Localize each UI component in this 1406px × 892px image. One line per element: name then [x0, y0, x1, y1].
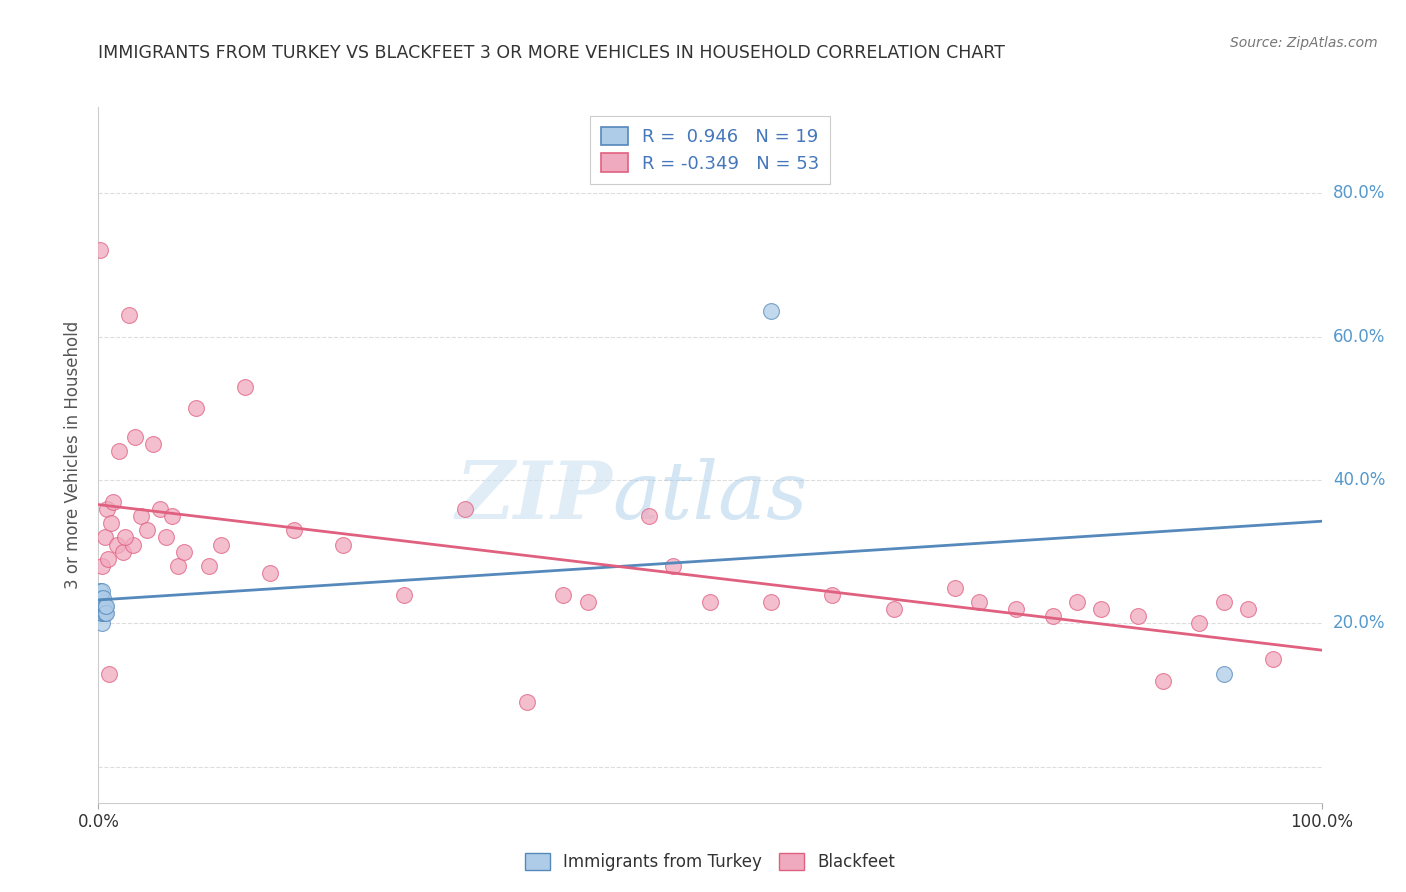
Point	[761, 595, 783, 609]
Point	[94, 599, 117, 613]
Point	[1090, 602, 1112, 616]
Point	[111, 545, 134, 559]
Point	[699, 595, 721, 609]
Point	[89, 244, 111, 258]
Point	[1128, 609, 1150, 624]
Point	[1212, 666, 1234, 681]
Point	[121, 538, 143, 552]
Point	[821, 588, 844, 602]
Point	[943, 581, 966, 595]
Point	[91, 599, 114, 613]
Point	[114, 530, 136, 544]
Point	[91, 595, 114, 609]
Point	[91, 591, 114, 606]
Point	[142, 437, 165, 451]
Text: 40.0%: 40.0%	[1333, 471, 1385, 489]
Point	[97, 552, 120, 566]
Point	[283, 523, 305, 537]
Point	[91, 616, 114, 631]
Y-axis label: 3 or more Vehicles in Household: 3 or more Vehicles in Household	[65, 321, 83, 589]
Point	[91, 606, 114, 620]
Point	[332, 538, 354, 552]
Point	[1004, 602, 1026, 616]
Point	[100, 516, 122, 530]
Point	[91, 559, 114, 574]
Point	[515, 695, 537, 709]
Point	[209, 538, 232, 552]
Text: 20.0%: 20.0%	[1333, 615, 1385, 632]
Point	[1152, 673, 1174, 688]
Point	[101, 494, 124, 508]
Point	[96, 501, 118, 516]
Text: 60.0%: 60.0%	[1333, 327, 1385, 345]
Point	[233, 380, 256, 394]
Point	[136, 523, 159, 537]
Point	[118, 308, 141, 322]
Text: ZIP: ZIP	[456, 458, 612, 535]
Point	[89, 591, 111, 606]
Point	[392, 588, 416, 602]
Point	[90, 606, 112, 620]
Point	[553, 588, 575, 602]
Text: Source: ZipAtlas.com: Source: ZipAtlas.com	[1230, 36, 1378, 50]
Point	[90, 599, 112, 613]
Point	[90, 591, 112, 606]
Point	[1066, 595, 1088, 609]
Point	[454, 501, 477, 516]
Point	[167, 559, 190, 574]
Point	[1042, 609, 1064, 624]
Point	[1237, 602, 1260, 616]
Point	[1261, 652, 1284, 666]
Point	[259, 566, 281, 581]
Legend: Immigrants from Turkey, Blackfeet: Immigrants from Turkey, Blackfeet	[519, 847, 901, 878]
Point	[160, 508, 183, 523]
Point	[197, 559, 219, 574]
Point	[883, 602, 905, 616]
Point	[967, 595, 990, 609]
Point	[98, 666, 121, 681]
Point	[637, 508, 661, 523]
Text: IMMIGRANTS FROM TURKEY VS BLACKFEET 3 OR MORE VEHICLES IN HOUSEHOLD CORRELATION : IMMIGRANTS FROM TURKEY VS BLACKFEET 3 OR…	[98, 45, 1005, 62]
Point	[93, 606, 115, 620]
Text: atlas: atlas	[612, 458, 807, 535]
Point	[105, 538, 128, 552]
Point	[89, 584, 111, 599]
Text: 80.0%: 80.0%	[1333, 184, 1385, 202]
Point	[173, 545, 195, 559]
Point	[91, 606, 114, 620]
Point	[1212, 595, 1234, 609]
Point	[155, 530, 177, 544]
Point	[94, 606, 117, 620]
Point	[93, 530, 115, 544]
Point	[129, 508, 152, 523]
Point	[1188, 616, 1211, 631]
Point	[186, 401, 208, 416]
Point	[761, 304, 783, 318]
Point	[91, 584, 114, 599]
Point	[108, 444, 131, 458]
Point	[93, 599, 115, 613]
Point	[576, 595, 599, 609]
Point	[662, 559, 685, 574]
Point	[124, 430, 146, 444]
Point	[149, 501, 172, 516]
Point	[89, 599, 111, 613]
